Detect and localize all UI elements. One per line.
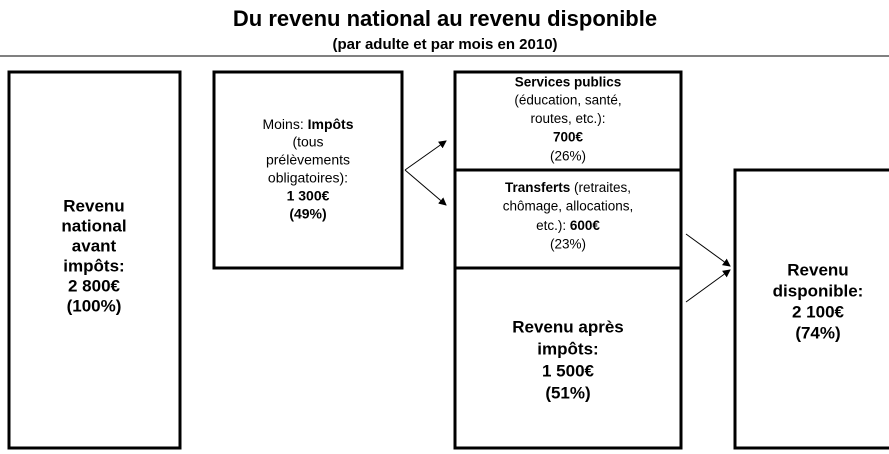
arrow [685, 269, 731, 303]
text-line: (51%) [545, 383, 590, 402]
arrow [404, 140, 447, 171]
subtitle: (par adulte et par mois en 2010) [332, 36, 557, 53]
text-line: 1 500€ [542, 361, 595, 380]
taxes-heading: Moins: Impôts [262, 116, 353, 132]
text-line: impôts: [63, 256, 124, 275]
transfers-line-2: etc.): [536, 218, 566, 233]
text-line: impôts: [537, 339, 598, 358]
taxes-text: (tous prélèvements obligatoires): [266, 134, 350, 186]
text-line: national [61, 216, 126, 235]
text-line: (74%) [795, 323, 840, 342]
transfers-line: Transferts (retraites, [505, 180, 631, 195]
text-line: avant [72, 236, 117, 255]
text-line: (100%) [67, 296, 122, 315]
transfers-name: Transferts [505, 180, 570, 195]
arrow [685, 233, 731, 267]
national-income-box [7, 70, 182, 450]
text-line: (éducation, santé, [514, 93, 621, 108]
text-line: 2 800€ [68, 276, 121, 295]
taxes-name: Impôts [308, 116, 354, 132]
public-services-text: (éducation, santé, routes, etc.): [514, 93, 621, 127]
text-line: obligatoires): [268, 170, 348, 186]
taxes-share: (49%) [289, 206, 326, 222]
taxes-amount: 1 300€ [287, 188, 330, 204]
text-line: prélèvements [266, 152, 350, 168]
title: Du revenu national au revenu disponible [233, 6, 657, 31]
transfers-line: etc.): 600€ [536, 218, 600, 233]
transfers-line: chômage, allocations, [503, 199, 634, 214]
public-services-box [453, 70, 683, 172]
text-line: routes, etc.): [530, 111, 605, 126]
after-tax-text: Revenu après impôts: 1 500€ (51%) [512, 317, 624, 402]
text-line: Revenu [63, 196, 124, 215]
text-line: 2 100€ [792, 302, 845, 321]
taxes-box [212, 70, 404, 270]
transfers-line-0: (retraites, [574, 180, 631, 195]
arrow [404, 169, 447, 206]
text-line: disponible: [773, 281, 864, 300]
text-line: Revenu après [512, 317, 624, 336]
text-line: (tous [292, 134, 323, 150]
transfers-box [453, 168, 683, 270]
text-line: Revenu [787, 260, 848, 279]
public-services-share: (26%) [550, 149, 586, 164]
disposable-box [733, 168, 889, 450]
after-tax-box [453, 266, 683, 450]
transfers-share: (23%) [550, 237, 586, 252]
public-services-amount: 700€ [553, 130, 584, 145]
taxes-prefix: Moins: [262, 116, 303, 132]
disposable-text: Revenu disponible: 2 100€ (74%) [773, 260, 864, 342]
public-services-name: Services publics [515, 75, 622, 90]
transfers-amount: 600€ [570, 218, 601, 233]
